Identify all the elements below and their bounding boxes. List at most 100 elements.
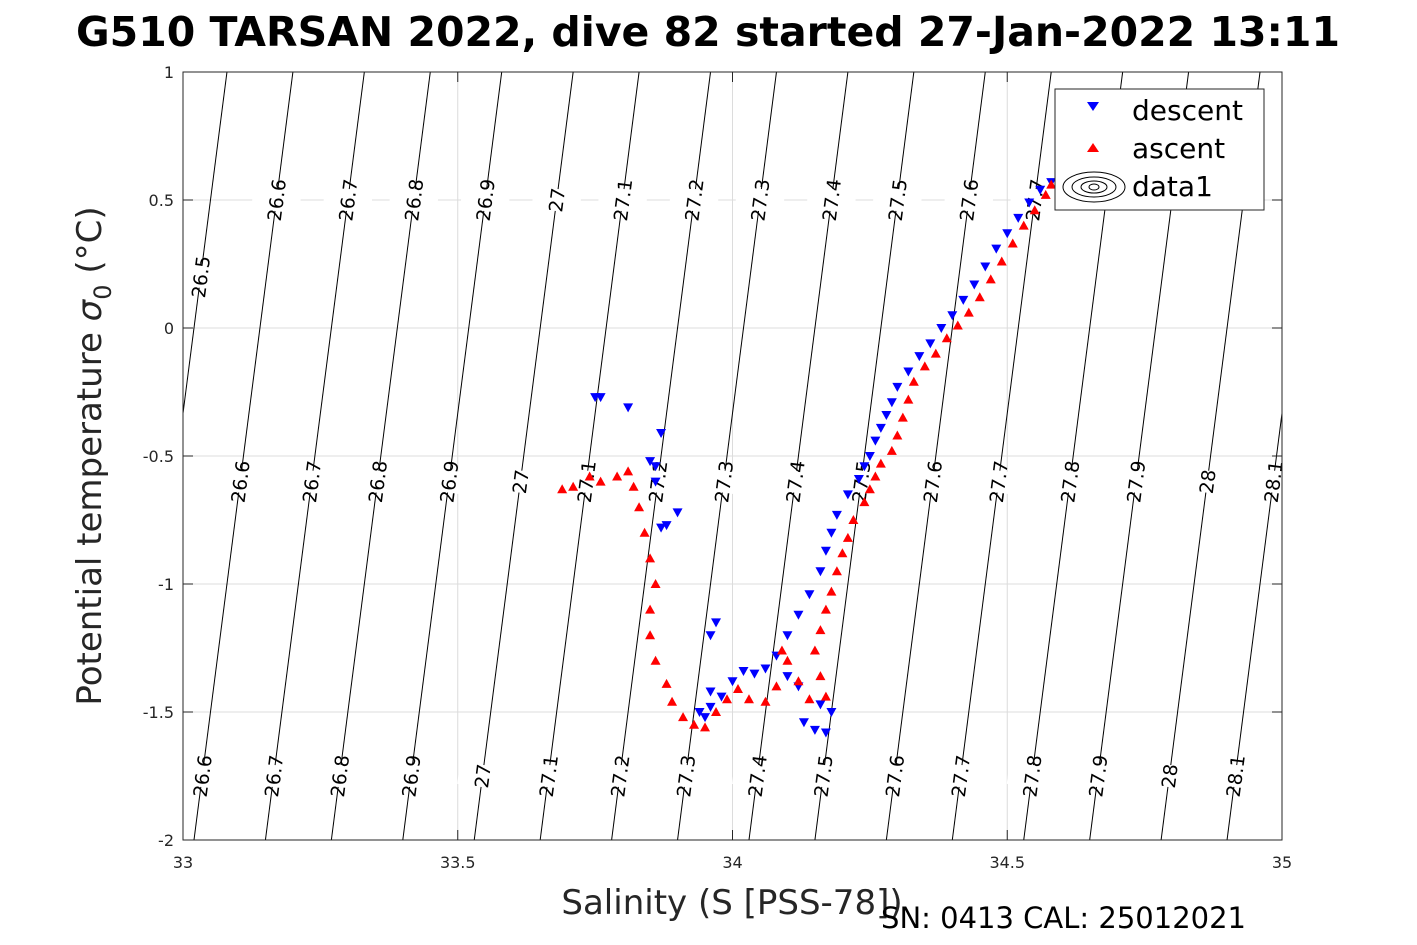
legend-descent-marker [1087,102,1099,111]
isopycnal-label-bg [175,262,226,291]
ascent-point [963,307,974,317]
descent-point [815,567,826,577]
descent-point [705,687,716,697]
descent-point [645,457,656,467]
descent-point [892,382,903,392]
isopycnal-label: 27.9 [1123,459,1150,504]
isopycnal-label-bg [177,762,228,790]
descent-point [903,367,914,377]
ascent-point [952,320,963,330]
descent-point [705,702,716,712]
isopycnal-label: 27.1 [574,459,601,504]
ascent-point [831,566,842,576]
ascent-point [557,484,568,494]
descent-point [650,477,661,487]
isopycnal-label: 27.8 [1057,459,1084,504]
isopycnal-label-bg [523,762,574,790]
descent-point [590,393,601,403]
y-tick-label: -1.5 [143,703,174,722]
descent-point [793,610,804,620]
descent-point [826,528,837,538]
isopycnal-label-bg [869,762,920,790]
isopycnal-label: 26.7 [261,754,288,799]
ascent-point [645,630,656,640]
ascent-point [1029,205,1040,215]
ascent-point [809,645,820,655]
descent-point [804,590,815,600]
x-tick-label: 34.5 [989,853,1025,872]
descent-point [738,667,749,677]
ascent-point [1046,179,1057,189]
isopycnal-label: 26.8 [401,178,428,223]
ascent-point [930,348,941,358]
descent-point [991,244,1002,254]
y-tick-label: 1 [164,63,174,82]
descent-point [694,708,705,717]
isopycnal-label: 26.6 [190,754,217,799]
descent-point [859,462,870,472]
isopycnal-label: 27.3 [673,754,700,799]
ascent-point [1018,220,1029,230]
ascent-point [645,604,656,614]
ascent-point [782,655,793,665]
isopycnal-label: 27.2 [607,754,634,799]
descent-point [947,311,958,321]
descent-point [925,339,936,349]
ascent-point [595,476,606,486]
isopycnal-label-bg [1144,762,1195,790]
isopycnal-label-bg [594,762,646,790]
descent-point [656,523,667,533]
isopycnal-label-bg [872,186,923,214]
isopycnal-label-bg [1247,467,1299,496]
ascent-point [919,361,930,371]
descent-point [820,728,831,738]
isopycnal-label: 28 [1158,763,1183,790]
isopycnal-label: 27.4 [783,459,810,504]
ascent-point [584,471,595,481]
isopycnal-label-bg [973,467,1024,496]
ascent-point [760,696,771,706]
isopycnal-label: 28.1 [1261,459,1288,504]
descent-point [881,411,892,421]
descent-point [842,490,853,500]
isopycnal-label: 27.3 [711,459,738,504]
isopycnal-label-bg [660,762,712,790]
ascent-point [815,671,826,681]
isopycnal-label-bg [907,467,958,496]
ascent-point [793,676,804,686]
descent-point [914,352,925,362]
isopycnal-label: 27 [509,468,534,495]
descent-point [782,672,793,682]
x-tick-label: 33 [173,853,193,872]
isopycnal-label: 27.5 [811,754,838,799]
grid [182,71,1283,841]
ascent-point [700,722,711,732]
isopycnal-label-bg [1072,762,1124,790]
descent-point [809,725,820,735]
ascent-point [875,458,886,468]
ascent-point [776,645,787,655]
descent-point [870,436,881,446]
descent-point [936,324,947,333]
ascent-point [941,333,952,343]
isopycnal-label-bg [597,186,648,214]
y-tick-label: -2 [158,831,174,850]
ascent-point [897,412,908,422]
isopycnal-label-bg [352,467,403,496]
isopycnal-label: 26.8 [365,459,392,504]
isopycnal-label: 27.1 [610,178,637,223]
isopycnal-label-bg [388,186,439,214]
isopycnal-label-bg [1006,762,1058,790]
isopycnal-label: 26.6 [228,459,255,504]
descent-point [853,475,864,485]
y-axis-label: Potential temperature σ0 (°C) [70,206,117,705]
x-tick-label: 34 [722,853,742,872]
isopycnal-label: 26.6 [264,178,291,223]
ascent-point [634,502,645,512]
isopycnal-label-bg [1110,467,1162,496]
ascent-point [996,256,1007,266]
isopycnal-label-bg [1210,762,1261,790]
isopycnal-label-bg [531,186,582,214]
ascent-point [1007,238,1018,248]
isopycnal-label: 26.8 [327,754,354,799]
